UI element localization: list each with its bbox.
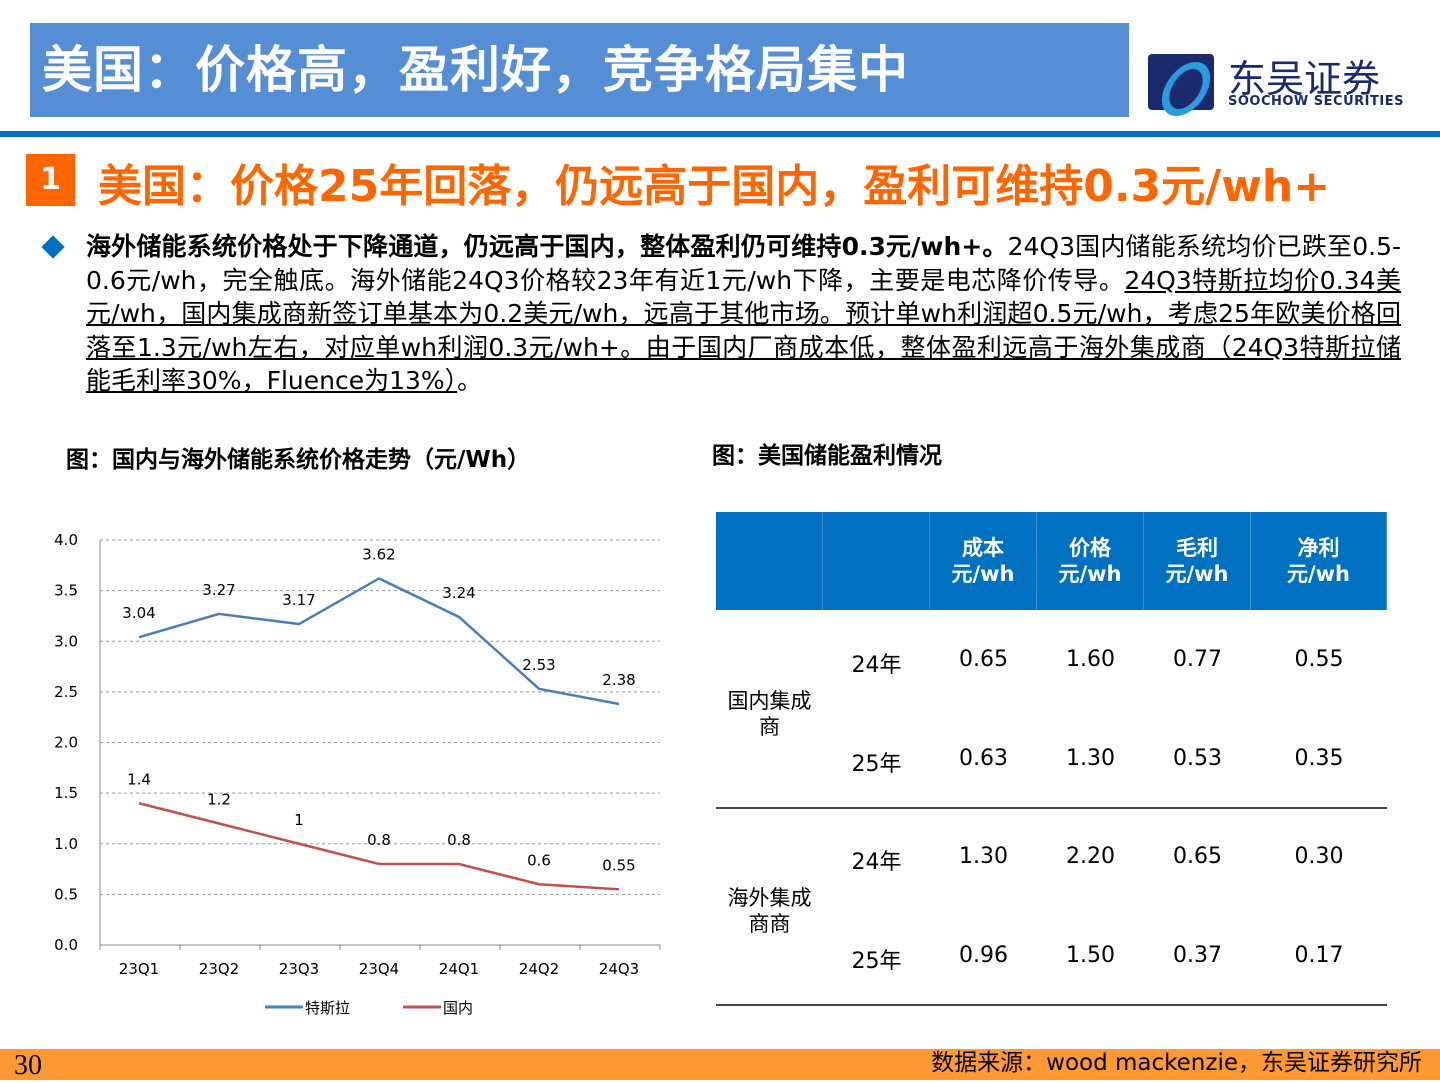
legend-label: 特斯拉 xyxy=(305,999,350,1017)
legend-label: 国内 xyxy=(443,999,473,1017)
table-cell: 1.60 xyxy=(1066,647,1115,672)
table-header-cell xyxy=(716,512,823,610)
logo-text-en: SOOCHOW SECURITIES xyxy=(1228,94,1404,109)
table-header-cell: 价格 元/wh xyxy=(1037,512,1144,610)
data-label: 3.27 xyxy=(202,581,235,599)
y-tick-label: 3.5 xyxy=(54,582,78,600)
y-tick-label: 1.0 xyxy=(54,835,78,853)
logo-text-cn: 东吴证券 xyxy=(1228,57,1381,101)
y-tick-label: 3.0 xyxy=(54,632,78,650)
section-number: 1 xyxy=(26,154,75,206)
y-tick-label: 2.5 xyxy=(54,683,78,701)
data-label: 0.6 xyxy=(527,851,551,869)
y-tick-label: 0.0 xyxy=(54,936,78,954)
table-cell: 0.77 xyxy=(1173,647,1222,672)
data-label: 0.8 xyxy=(447,831,471,849)
x-tick-label: 23Q2 xyxy=(199,960,239,978)
table-cell: 1.30 xyxy=(959,844,1008,869)
table-cell: 24年 xyxy=(851,653,902,678)
table-cell: 25年 xyxy=(851,949,902,974)
x-tick-label: 23Q4 xyxy=(359,960,399,978)
table-divider xyxy=(716,807,1387,809)
body-paragraph: 海外储能系统价格处于下降通道，仍远高于国内，整体盈利仍可维持0.3元/wh+。2… xyxy=(86,230,1401,398)
table-header-cell: 净利 元/wh xyxy=(1251,512,1387,610)
section-title: 美国：价格25年回落，仍远高于国内，盈利可维持0.3元/wh+ xyxy=(98,161,1331,212)
table-cell: 0.65 xyxy=(959,647,1008,672)
data-label: 3.17 xyxy=(282,591,315,609)
x-tick-label: 23Q3 xyxy=(279,960,319,978)
x-tick-label: 23Q1 xyxy=(119,960,159,978)
data-label: 3.62 xyxy=(362,545,395,563)
body-bold: 海外储能系统价格处于下降通道，仍远高于国内，整体盈利仍可维持0.3元/wh+。 xyxy=(86,232,1008,261)
row-group-label: 海外集成 商商 xyxy=(727,885,812,936)
table-cell: 1.30 xyxy=(1066,746,1115,771)
table-caption: 图：美国储能盈利情况 xyxy=(712,443,942,469)
y-tick-label: 0.5 xyxy=(54,885,78,903)
page-number: 30 xyxy=(14,1050,42,1081)
row-group-label: 国内集成商 xyxy=(727,688,812,739)
logo-mark-icon xyxy=(1148,54,1214,110)
table-header-cell: 毛利 元/wh xyxy=(1144,512,1251,610)
data-label: 3.24 xyxy=(442,584,475,602)
x-tick-label: 24Q3 xyxy=(599,960,639,978)
y-tick-label: 4.0 xyxy=(54,531,78,549)
table-cell: 0.37 xyxy=(1173,943,1222,968)
price-trend-chart: 0.0 0.5 1.0 1.5 2.0 2.5 3.0 3.5 4.0 23Q1 23Q2 23Q3 2… xyxy=(54,531,661,1017)
data-label: 2.53 xyxy=(522,656,555,674)
footer-bar xyxy=(0,1049,1440,1080)
data-label: 1.2 xyxy=(207,791,231,809)
table-header-cell: 成本 元/wh xyxy=(930,512,1037,610)
data-source: 数据来源：wood mackenzie，东吴证券研究所 xyxy=(931,1050,1422,1076)
y-tick-label: 1.5 xyxy=(54,784,78,802)
x-tick-label: 24Q2 xyxy=(519,960,559,978)
y-tick-label: 2.0 xyxy=(54,734,78,752)
series-line-1 xyxy=(138,802,620,891)
body-tail: 。 xyxy=(457,366,483,395)
data-label: 0.8 xyxy=(367,831,391,849)
chart-caption: 图：国内与海外储能系统价格走势（元/Wh） xyxy=(66,447,531,473)
table-cell: 0.63 xyxy=(959,746,1008,771)
page-title: 美国：价格高，盈利好，竞争格局集中 xyxy=(30,23,1129,117)
table-header-cell xyxy=(823,512,930,610)
data-label: 3.04 xyxy=(122,604,155,622)
table-cell: 2.20 xyxy=(1066,844,1115,869)
data-label: 1.4 xyxy=(127,770,151,788)
soochow-logo: 东吴证券 SOOCHOW SECURITIES xyxy=(1148,48,1408,113)
table-cell: 0.55 xyxy=(1294,647,1344,672)
header-divider xyxy=(0,131,1440,137)
data-label: 2.38 xyxy=(602,671,635,689)
table-cell: 0.96 xyxy=(959,943,1008,968)
table-cell: 24年 xyxy=(851,850,902,875)
table-bottom-border xyxy=(716,1004,1387,1006)
data-label: 0.55 xyxy=(602,856,635,874)
table-cell: 0.30 xyxy=(1294,844,1344,869)
x-tick-label: 24Q1 xyxy=(439,960,479,978)
series-line-0 xyxy=(138,577,620,706)
table-cell: 0.65 xyxy=(1173,844,1222,869)
table-cell: 0.35 xyxy=(1294,746,1344,771)
table-cell: 25年 xyxy=(851,752,902,777)
body-underlined: 24Q3特斯拉均价0.34美元/wh，国内集成商新签订单基本为0.2美元/wh，… xyxy=(86,265,1401,396)
data-label: 1 xyxy=(294,811,304,829)
table-cell: 0.53 xyxy=(1173,746,1222,771)
diamond-bullet-icon xyxy=(41,235,65,259)
table-cell: 0.17 xyxy=(1294,943,1344,968)
body-plain: 24Q3国内储能系统均价已跌至0.5-0.6元/wh，完全触底。海外储能24Q3… xyxy=(86,232,1401,295)
table-cell: 1.50 xyxy=(1066,943,1115,968)
